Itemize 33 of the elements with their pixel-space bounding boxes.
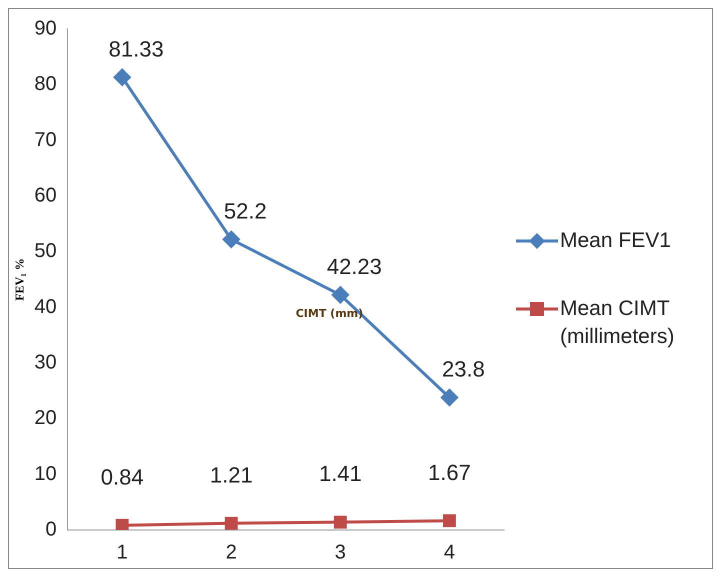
- data-label: 52.2: [224, 198, 267, 224]
- x-tick-label: 2: [226, 542, 237, 564]
- data-label: 0.84: [100, 464, 144, 490]
- data-label: 1.67: [428, 460, 471, 485]
- point: [116, 518, 129, 530]
- y-tick-label: 0: [46, 518, 57, 541]
- legend-label: Mean CIMT (millimeters): [560, 296, 676, 350]
- y-axis-title: FEV₁ %: [12, 258, 26, 301]
- legend-label: Mean FEV1: [560, 228, 671, 254]
- y-tick-label: 10: [34, 462, 57, 485]
- y-tick-label: 20: [34, 407, 57, 430]
- point: [114, 68, 131, 86]
- x-tick-label: 4: [444, 542, 456, 564]
- data-label: 81.33: [108, 36, 164, 62]
- data-label: 1.21: [210, 462, 253, 488]
- y-tick-label: 40: [34, 296, 57, 318]
- y-tick-label: 70: [34, 128, 57, 151]
- y-tick-label: 30: [34, 352, 57, 374]
- point: [334, 516, 347, 529]
- point: [443, 514, 456, 528]
- data-label: 42.23: [326, 254, 382, 279]
- point: [440, 389, 458, 406]
- y-tick-label: 90: [34, 18, 57, 40]
- data-label: 1.41: [318, 461, 362, 486]
- point: [222, 230, 240, 248]
- point: [224, 516, 238, 530]
- x-tick-label: 3: [334, 542, 346, 564]
- data-label: 23.8: [442, 356, 485, 382]
- point: [332, 286, 349, 304]
- y-tick-label: 60: [34, 184, 57, 207]
- y-tick-label: 80: [34, 73, 57, 96]
- x-tick-label: 1: [116, 542, 128, 564]
- y-tick-label: 50: [34, 240, 57, 262]
